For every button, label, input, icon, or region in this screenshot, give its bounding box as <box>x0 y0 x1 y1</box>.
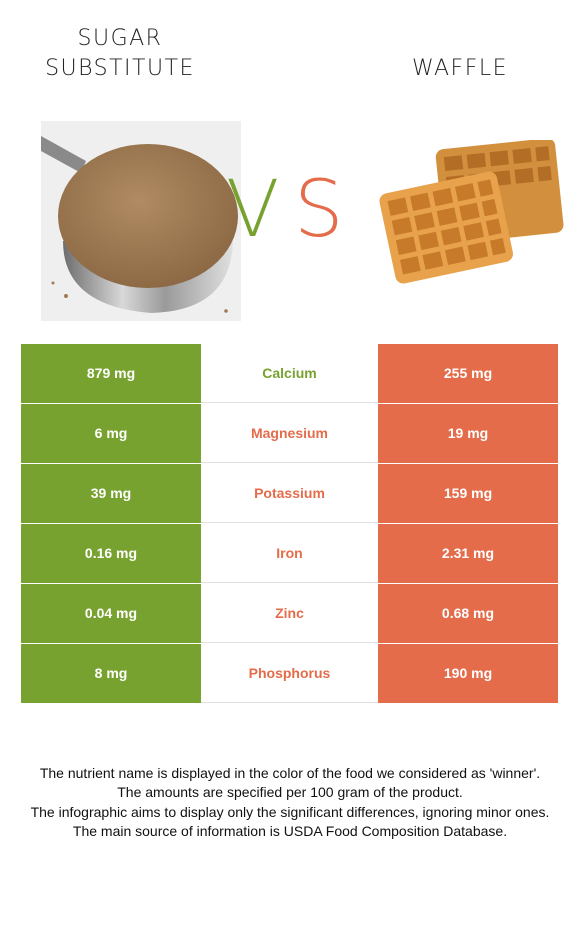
nutrient-name: Potassium <box>201 464 378 523</box>
table-row: 0.16 mg Iron 2.31 mg <box>21 524 558 584</box>
left-value: 0.04 mg <box>21 584 201 643</box>
table-row: 8 mg Phosphorus 190 mg <box>21 644 558 704</box>
vs-s: S <box>294 165 344 255</box>
vs-v: V <box>226 165 280 255</box>
nutrient-name: Phosphorus <box>201 644 378 703</box>
left-value: 6 mg <box>21 404 201 463</box>
left-value: 39 mg <box>21 464 201 523</box>
right-value: 19 mg <box>378 404 558 463</box>
right-food-title: WAFFLE <box>411 56 509 81</box>
right-value: 2.31 mg <box>378 524 558 583</box>
left-value: 879 mg <box>21 344 201 403</box>
footer-note-differences: The infographic aims to display only the… <box>30 803 550 820</box>
footer-notes: The nutrient name is displayed in the co… <box>20 764 560 841</box>
nutrient-comparison-table: 879 mg Calcium 255 mg 6 mg Magnesium 19 … <box>21 344 558 704</box>
nutrient-name: Zinc <box>201 584 378 643</box>
left-value: 8 mg <box>21 644 201 703</box>
right-value: 190 mg <box>378 644 558 703</box>
footer-note-winner: The nutrient name is displayed in the co… <box>39 765 541 781</box>
nutrient-name: Iron <box>201 524 378 583</box>
table-row: 6 mg Magnesium 19 mg <box>21 404 558 464</box>
right-value: 159 mg <box>378 464 558 523</box>
left-food-title-line1: SUGAR <box>77 26 163 51</box>
waffle-image <box>379 140 564 284</box>
table-row: 0.04 mg Zinc 0.68 mg <box>21 584 558 644</box>
nutrient-name: Calcium <box>201 344 378 403</box>
vs-label: V S <box>226 160 356 260</box>
sugar-substitute-image <box>41 121 241 321</box>
left-food-title: SUGAR SUBSTITUTE <box>0 24 240 84</box>
left-value: 0.16 mg <box>21 524 201 583</box>
right-value: 255 mg <box>378 344 558 403</box>
table-row: 39 mg Potassium 159 mg <box>21 464 558 524</box>
footer-note-source: The main source of information is USDA F… <box>72 822 508 839</box>
right-value: 0.68 mg <box>378 584 558 643</box>
footer-note-amounts: The amounts are specified per 100 gram o… <box>117 784 463 801</box>
left-food-title-line2: SUBSTITUTE <box>45 56 195 81</box>
table-row: 879 mg Calcium 255 mg <box>21 344 558 404</box>
nutrient-name: Magnesium <box>201 404 378 463</box>
